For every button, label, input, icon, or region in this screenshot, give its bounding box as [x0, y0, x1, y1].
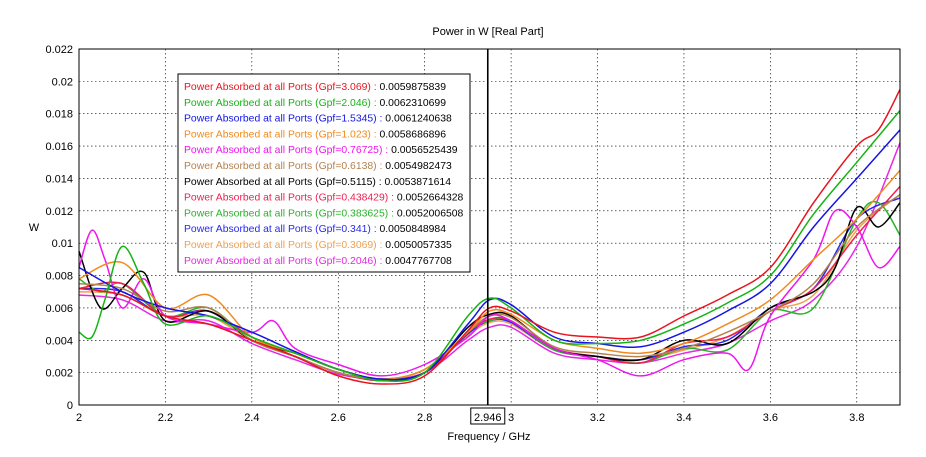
legend-entry-value: 0.0059875839: [380, 82, 447, 93]
frequency-marker-value: 2.946: [474, 412, 502, 424]
legend-entry-value: 0.0050057335: [385, 240, 452, 251]
legend-entry-name: Power Absorbed at all Ports (Gpf=0.3069): [184, 240, 377, 251]
legend-entry-value: 0.0052006508: [397, 208, 464, 219]
x-tick-label: 2.8: [417, 412, 432, 424]
legend-entry-value: 0.0062310699: [380, 98, 447, 109]
legend-separator: :: [388, 193, 397, 204]
legend-entry-value: 0.0053871614: [385, 177, 452, 188]
x-tick-label: 3: [508, 412, 514, 424]
legend-separator: :: [377, 114, 386, 125]
y-tick-label: 0.02: [52, 76, 73, 88]
y-tick-label: 0.008: [45, 271, 73, 283]
legend-separator: :: [388, 208, 397, 219]
legend-entry-name: Power Absorbed at all Ports (Gpf=0.341): [184, 224, 371, 235]
legend-separator: :: [377, 161, 386, 172]
series-line[interactable]: [78, 110, 901, 382]
legend-entry: Power Absorbed at all Ports (Gpf=0.43842…: [184, 193, 464, 204]
series-line[interactable]: [78, 89, 901, 385]
x-tick-label: 2.4: [244, 412, 259, 424]
legend-entry-name: Power Absorbed at all Ports (Gpf=2.046): [184, 98, 371, 109]
legend-separator: :: [371, 224, 380, 235]
legend-entry-name: Power Absorbed at all Ports (Gpf=0.76725…: [184, 145, 382, 156]
y-tick-label: 0.004: [45, 335, 73, 347]
y-tick-label: 0: [67, 400, 73, 412]
legend-entry-name: Power Absorbed at all Ports (Gpf=3.069): [184, 82, 371, 93]
y-tick-label: 0.018: [45, 109, 73, 121]
x-tick-label: 3.8: [849, 412, 864, 424]
legend-entry: Power Absorbed at all Ports (Gpf=0.3069)…: [184, 240, 452, 251]
series-line[interactable]: [78, 129, 901, 381]
legend-separator: :: [377, 256, 386, 267]
legend-entry: Power Absorbed at all Ports (Gpf=3.069) …: [184, 82, 446, 93]
x-tick-label: 2: [76, 412, 82, 424]
x-tick-labels: 2 2.2 2.4 2.6 2.8 3 3.2 3.4 3.6 3.8: [76, 412, 865, 424]
legend-separator: :: [376, 177, 385, 188]
legend-entry-name: Power Absorbed at all Ports (Gpf=1.5345): [184, 114, 377, 125]
legend-entry-value: 0.0054982473: [385, 161, 452, 172]
x-tick-label: 3.6: [763, 412, 778, 424]
legend-separator: :: [382, 145, 391, 156]
legend-entry: Power Absorbed at all Ports (Gpf=1.023) …: [184, 129, 446, 140]
legend-entry-name: Power Absorbed at all Ports (Gpf=0.2046): [184, 256, 377, 267]
legend-entry-name: Power Absorbed at all Ports (Gpf=0.43842…: [184, 193, 388, 204]
series-line[interactable]: [78, 208, 901, 377]
legend: Power Absorbed at all Ports (Gpf=3.069) …: [177, 73, 471, 273]
legend-entry-value: 0.0058686896: [380, 129, 447, 140]
legend-entry: Power Absorbed at all Ports (Gpf=0.76725…: [184, 145, 458, 156]
legend-entry: Power Absorbed at all Ports (Gpf=1.5345)…: [184, 114, 452, 125]
legend-entry-name: Power Absorbed at all Ports (Gpf=0.38362…: [184, 208, 388, 219]
legend-separator: :: [371, 98, 380, 109]
x-tick-label: 3.2: [590, 412, 605, 424]
legend-entry: Power Absorbed at all Ports (Gpf=0.38362…: [184, 208, 464, 219]
series-line[interactable]: [78, 169, 901, 380]
legend-separator: :: [371, 129, 380, 140]
y-tick-label: 0.016: [45, 141, 73, 153]
y-axis-label: W: [29, 222, 40, 234]
legend-entry: Power Absorbed at all Ports (Gpf=0.341) …: [184, 224, 446, 235]
legend-entry-value: 0.0047767708: [385, 256, 452, 267]
legend-entry-name: Power Absorbed at all Ports (Gpf=0.5115): [184, 177, 376, 188]
legend-box: [177, 73, 471, 273]
legend-entry-value: 0.0056525439: [391, 145, 458, 156]
y-tick-label: 0.022: [45, 44, 73, 56]
legend-entry-name: Power Absorbed at all Ports (Gpf=1.023): [184, 129, 371, 140]
frequency-marker-box[interactable]: [470, 407, 506, 425]
y-tick-label: 0.002: [45, 368, 73, 380]
series-line[interactable]: [78, 202, 901, 381]
series-line[interactable]: [78, 200, 901, 382]
legend-entry: Power Absorbed at all Ports (Gpf=0.6138)…: [184, 161, 452, 172]
legend-entry: Power Absorbed at all Ports (Gpf=0.2046)…: [184, 256, 452, 267]
y-tick-labels: 0 0.002 0.004 0.006 0.008 0.01 0.012 0.014 0.016…: [45, 44, 73, 412]
x-axis-label: Frequency / GHz: [447, 431, 530, 443]
legend-entry-value: 0.0052664328: [397, 193, 464, 204]
y-tick-label: 0.014: [45, 173, 73, 185]
legend-separator: :: [377, 240, 386, 251]
plot-frame: [78, 48, 901, 406]
x-tick-label: 3.4: [676, 412, 691, 424]
y-tick-label: 0.012: [45, 206, 73, 218]
y-tick-label: 0.006: [45, 303, 73, 315]
legend-entry-value: 0.0061240638: [385, 114, 452, 125]
y-tick-label: 0.01: [52, 238, 73, 250]
x-tick-label: 2.6: [331, 412, 346, 424]
series-layer: [78, 89, 901, 385]
legend-entry: Power Absorbed at all Ports (Gpf=2.046) …: [184, 98, 446, 109]
x-tick-label: 2.2: [158, 412, 173, 424]
legend-entry: Power Absorbed at all Ports (Gpf=0.5115)…: [184, 177, 451, 188]
legend-separator: :: [371, 82, 380, 93]
chart-title: Power in W [Real Part]: [432, 26, 543, 38]
legend-entry-value: 0.0050848984: [380, 224, 447, 235]
legend-entry-name: Power Absorbed at all Ports (Gpf=0.6138): [184, 161, 377, 172]
